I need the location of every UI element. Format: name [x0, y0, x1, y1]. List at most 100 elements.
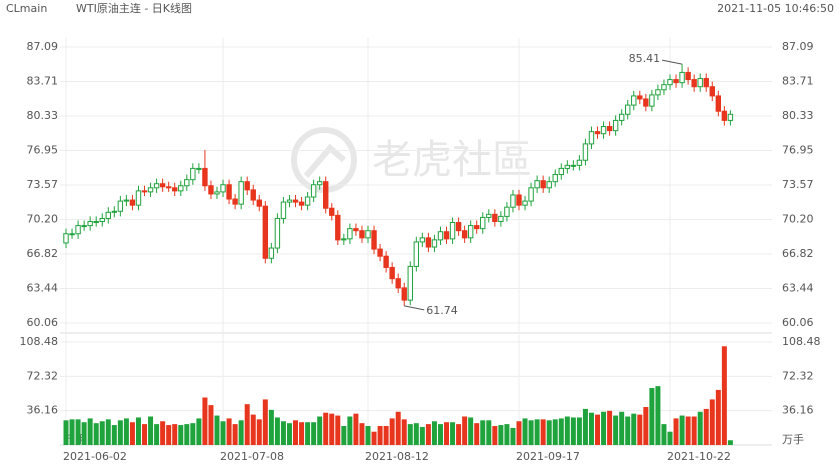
- candle-body: [625, 104, 631, 115]
- candle-body: [588, 131, 595, 145]
- candle-body: [196, 167, 202, 170]
- candle-body: [727, 113, 734, 121]
- volume-bar: [244, 404, 250, 445]
- annotation-leader: [661, 59, 683, 65]
- volume-bar: [383, 426, 389, 445]
- candle-body: [407, 265, 413, 301]
- volume-bar: [129, 422, 135, 445]
- candle-body: [329, 207, 335, 216]
- candle-body: [232, 198, 238, 205]
- candle-body: [486, 213, 492, 218]
- volume-unit: 万手: [782, 432, 804, 446]
- volume-bar: [540, 419, 546, 445]
- x-tick-label: 2021-09-17: [516, 450, 580, 463]
- candle-body: [425, 237, 432, 248]
- symbol: CLmain: [6, 2, 47, 15]
- timestamp: 2021-11-05 10:46:50: [717, 2, 834, 15]
- volume-bar: [166, 425, 172, 445]
- volume-bar: [268, 409, 274, 445]
- volume-bar: [214, 415, 220, 445]
- candle-body: [304, 196, 311, 206]
- volume-bar: [293, 420, 299, 445]
- x-tick-label: 2021-10-22: [667, 450, 731, 463]
- volume-bar: [135, 417, 141, 445]
- volume-bar: [99, 421, 105, 445]
- candle-body: [600, 126, 607, 135]
- candle-body: [564, 164, 571, 169]
- volume-bar: [468, 417, 474, 445]
- candle-body: [673, 79, 679, 84]
- volume-bar: [377, 426, 383, 445]
- candle-body: [401, 287, 407, 301]
- volume-bar: [498, 425, 504, 445]
- volume-bar: [117, 420, 123, 445]
- volume-bar: [341, 426, 347, 445]
- volume-bar: [480, 420, 486, 445]
- volume-bar: [727, 440, 733, 445]
- volume-bar: [570, 417, 576, 445]
- y-tick-label-right: 63.44: [782, 281, 814, 294]
- candle-body: [172, 187, 178, 192]
- volume-bar: [595, 414, 601, 445]
- volume-bar: [522, 418, 528, 445]
- candle-body: [153, 183, 160, 189]
- volume-bar: [69, 419, 75, 445]
- volume-bar: [667, 431, 673, 445]
- volume-bar: [528, 420, 534, 445]
- candle-body: [123, 199, 130, 202]
- candle-body: [480, 216, 486, 230]
- candle-body: [383, 255, 389, 268]
- candle-body: [419, 237, 426, 243]
- y-tick-label-right: 80.33: [782, 109, 814, 122]
- candle-body: [467, 225, 474, 239]
- candle-body: [292, 199, 299, 203]
- chart-title: WTI原油主连 - 日K线图: [76, 1, 192, 15]
- x-tick-label: 2021-06-02: [63, 450, 127, 463]
- volume-bar: [643, 407, 649, 445]
- volume-bar: [286, 423, 292, 445]
- candle-body: [335, 214, 341, 241]
- candle-body: [226, 184, 232, 200]
- volume-bar: [425, 424, 431, 445]
- y-tick-label: 76.95: [27, 144, 59, 157]
- volume-bar: [75, 419, 81, 445]
- candle-body: [75, 225, 81, 235]
- volume-bar: [274, 417, 280, 445]
- volume-bar: [552, 419, 558, 445]
- volume-bar: [504, 424, 510, 445]
- candle-body: [637, 95, 643, 100]
- y-tick-label-right: 70.20: [782, 212, 814, 225]
- volume-bar: [437, 424, 443, 445]
- volume-bar: [202, 397, 208, 445]
- candle-body: [371, 230, 377, 250]
- volume-bar: [329, 413, 335, 445]
- volume-bar: [123, 418, 129, 445]
- candle-body: [286, 199, 293, 203]
- candle-body: [612, 119, 619, 132]
- vol-tick-label-right: 36.16: [782, 404, 814, 417]
- candle-body: [135, 190, 142, 206]
- volume-bar: [613, 415, 619, 445]
- volume-bar: [305, 422, 311, 445]
- candle-body: [63, 233, 69, 244]
- candle-body: [679, 71, 685, 84]
- volume-bar: [196, 418, 202, 445]
- candle-body: [685, 71, 691, 81]
- volume-bar: [389, 418, 395, 445]
- volume-bar: [401, 419, 407, 445]
- candle-body: [540, 180, 546, 189]
- volume-bar: [208, 405, 214, 445]
- candle-body: [437, 231, 444, 241]
- volume-bar: [450, 422, 456, 445]
- y-tick-label: 70.20: [27, 212, 59, 225]
- candle-body: [691, 79, 697, 88]
- candle-body: [643, 98, 649, 107]
- candle-body: [268, 247, 275, 259]
- candle-body: [141, 190, 148, 193]
- candle-body: [238, 181, 244, 205]
- volume-bar: [510, 427, 516, 445]
- volume-bar: [232, 424, 238, 445]
- annotation-leader: [404, 305, 425, 311]
- volume-bar: [317, 416, 323, 445]
- candle-body: [93, 221, 99, 224]
